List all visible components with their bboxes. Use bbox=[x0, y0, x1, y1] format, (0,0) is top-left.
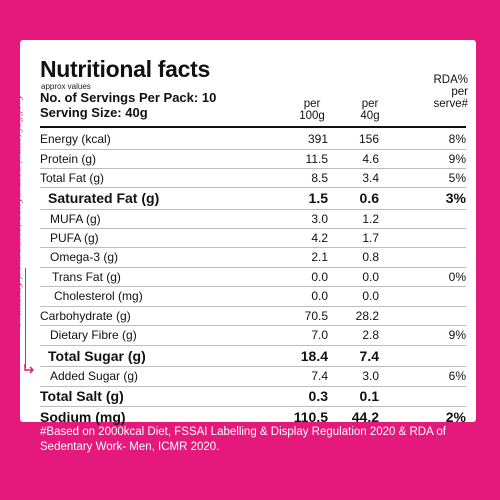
header-rule bbox=[40, 126, 466, 128]
value-per-100g: 391 bbox=[307, 131, 328, 146]
value-per-100g: 3.0 bbox=[311, 211, 328, 226]
table-row: PUFA (g) 4.2 1.7 bbox=[40, 228, 466, 248]
row-label: Dietary Fibre (g) bbox=[50, 328, 137, 342]
column-header-rda: RDA% per serve# bbox=[420, 74, 468, 110]
row-label: MUFA (g) bbox=[50, 211, 101, 226]
row-label: Trans Fat (g) bbox=[52, 269, 121, 284]
side-note-line bbox=[25, 268, 26, 368]
value-rda: 5% bbox=[448, 170, 466, 185]
approx-values-note: approx values bbox=[41, 82, 91, 91]
value-per-100g: 11.5 bbox=[305, 151, 328, 166]
row-label: Carbohydrate (g) bbox=[40, 308, 131, 323]
table-row: Sodium (mg) 110.5 44.2 2% bbox=[40, 406, 466, 427]
value-rda: 8% bbox=[448, 131, 466, 146]
value-per-40g: 156 bbox=[358, 131, 379, 146]
table-row: Energy (kcal) 391 156 8% bbox=[40, 128, 466, 150]
value-per-40g: 0.0 bbox=[362, 289, 379, 303]
value-per-40g: 1.7 bbox=[362, 230, 379, 245]
table-row: Total Salt (g) 0.3 0.1 bbox=[40, 386, 466, 407]
column-header-text: serve# bbox=[433, 98, 468, 110]
column-header-text: per bbox=[361, 98, 379, 110]
value-per-40g: 3.0 bbox=[362, 369, 379, 383]
value-per-100g: 7.0 bbox=[311, 328, 328, 342]
value-rda: 2% bbox=[445, 408, 466, 425]
value-per-100g: 8.5 bbox=[311, 170, 328, 185]
value-per-100g: 70.5 bbox=[304, 308, 328, 323]
value-per-40g: 3.4 bbox=[362, 170, 379, 185]
table-row: Omega-3 (g) 2.1 0.8 bbox=[40, 247, 466, 268]
page-title: Nutritional facts bbox=[40, 56, 210, 82]
serving-size: Serving Size: 40g bbox=[40, 105, 148, 120]
value-per-100g: 18.4 bbox=[300, 347, 328, 364]
servings-per-pack: No. of Servings Per Pack: 10 bbox=[40, 90, 217, 105]
table-row: Total Fat (g) 8.5 3.4 5% bbox=[40, 168, 466, 188]
table-row: Carbohydrate (g) 70.5 28.2 bbox=[40, 306, 466, 326]
value-per-40g: 0.8 bbox=[362, 250, 379, 264]
table-row: Protein (g) 11.5 4.6 9% bbox=[40, 149, 466, 169]
value-per-40g: 0.1 bbox=[359, 388, 379, 404]
row-label: Added Sugar (g) bbox=[50, 369, 139, 383]
row-label: Cholesterol (mg) bbox=[54, 289, 143, 303]
column-header-text: 100g bbox=[299, 110, 325, 122]
value-rda: 9% bbox=[448, 151, 466, 166]
row-label: Omega-3 (g) bbox=[50, 250, 119, 264]
column-header-text: per bbox=[303, 98, 321, 110]
column-header-text: RDA% bbox=[433, 74, 468, 86]
table-row: Total Sugar (g) 18.4 7.4 bbox=[40, 345, 466, 367]
side-note: Primarily from dates, dehydrated fruits,… bbox=[11, 50, 25, 370]
value-per-40g: 28.2 bbox=[355, 308, 379, 323]
value-rda: 6% bbox=[448, 369, 466, 383]
column-header-per-40g: per 40g bbox=[350, 98, 390, 122]
value-per-100g: 2.1 bbox=[311, 250, 328, 264]
row-label: Total Fat (g) bbox=[40, 170, 105, 185]
value-per-40g: 7.4 bbox=[359, 347, 379, 364]
value-per-40g: 44.2 bbox=[351, 408, 379, 425]
value-per-100g: 7.4 bbox=[311, 369, 328, 383]
value-rda: 3% bbox=[445, 190, 466, 206]
value-per-100g: 0.0 bbox=[311, 269, 328, 284]
footnote: #Based on 2000kcal Diet, FSSAI Labelling… bbox=[40, 426, 446, 453]
row-label: PUFA (g) bbox=[50, 230, 99, 245]
column-header-per-100g: per 100g bbox=[292, 98, 332, 122]
table-row: Added Sugar (g) 7.4 3.0 6% bbox=[40, 366, 466, 387]
table-row: Dietary Fibre (g) 7.0 2.8 9% bbox=[40, 325, 466, 346]
column-header-text: per bbox=[451, 86, 468, 98]
table-row: Trans Fat (g) 0.0 0.0 0% bbox=[40, 267, 466, 287]
side-note-text: Primarily from dates, dehydrated fruits,… bbox=[12, 94, 24, 326]
row-label: Saturated Fat (g) bbox=[48, 190, 160, 206]
value-per-40g: 1.2 bbox=[362, 211, 379, 226]
row-label: Total Sugar (g) bbox=[48, 347, 146, 364]
value-per-40g: 0.6 bbox=[359, 190, 379, 206]
row-label: Total Salt (g) bbox=[40, 388, 124, 404]
value-rda: 0% bbox=[448, 269, 466, 284]
table-row: Saturated Fat (g) 1.5 0.6 3% bbox=[40, 187, 466, 210]
side-note-arrow-icon bbox=[24, 364, 34, 374]
value-per-40g: 0.0 bbox=[362, 269, 379, 284]
row-label: Energy (kcal) bbox=[40, 131, 111, 146]
row-label: Protein (g) bbox=[40, 151, 97, 166]
value-rda: 9% bbox=[448, 328, 466, 342]
value-per-100g: 110.5 bbox=[293, 408, 328, 425]
value-per-100g: 4.2 bbox=[311, 230, 328, 245]
table-row: Cholesterol (mg) 0.0 0.0 bbox=[40, 286, 466, 307]
value-per-100g: 1.5 bbox=[308, 190, 328, 206]
value-per-100g: 0.3 bbox=[308, 388, 328, 404]
value-per-40g: 4.6 bbox=[362, 151, 379, 166]
row-label: Sodium (mg) bbox=[40, 408, 126, 425]
value-per-40g: 2.8 bbox=[362, 328, 379, 342]
nutrition-panel bbox=[20, 40, 476, 422]
value-per-100g: 0.0 bbox=[311, 289, 328, 303]
column-header-text: 40g bbox=[360, 110, 380, 122]
table-row: MUFA (g) 3.0 1.2 bbox=[40, 209, 466, 229]
